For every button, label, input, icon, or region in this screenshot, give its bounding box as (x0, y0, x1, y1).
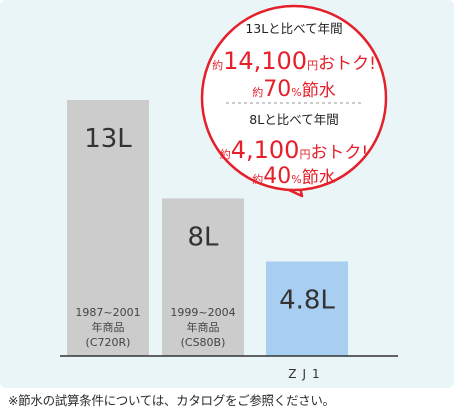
callout-water-value-2: 40 (263, 164, 291, 189)
callout-water-value-1: 70 (263, 77, 291, 102)
footnote: ※節水の試算条件については、カタログをご参照ください。 (8, 393, 335, 408)
bar-caption-1-line-2: 年商品 (92, 320, 125, 334)
callout-savings-line-2: 約4,100円おトク! (220, 136, 369, 164)
callout-water-approx-2: 約 (252, 172, 263, 186)
callout-water-line-2: 約40%節水 (252, 164, 335, 189)
callout-pointer-fill (281, 176, 300, 188)
callout-water-line-1: 約70%節水 (252, 77, 335, 102)
callout-water-suffix-1: 節水 (302, 81, 336, 101)
callout-water-approx-1: 約 (252, 85, 263, 99)
callout-approx-1: 約 (212, 58, 223, 72)
bar-value-label-2: 8L (187, 222, 219, 252)
bar-2 (162, 198, 244, 356)
callout-heading-1: 13Lと比べて年間 (245, 21, 342, 36)
callout-money-suffix-2: おトク! (310, 143, 368, 163)
callout-water-suffix-2: 節水 (302, 168, 336, 188)
bar-1 (67, 100, 149, 356)
callout-bubble (200, 4, 388, 192)
callout-money-value-2: 4,100 (231, 136, 300, 164)
bar-caption-2-line-2: 年商品 (187, 320, 220, 334)
bar-caption-1-line-3: (C720R) (86, 336, 131, 349)
bar-value-label-3: 4.8L (279, 285, 335, 315)
callout-money-unit-2: 円 (299, 148, 310, 161)
bar-caption-1-line-1: 1987~2001 (75, 306, 140, 319)
callout-money-unit-1: 円 (307, 59, 318, 72)
bar-caption-2-line-3: (CS80B) (181, 336, 226, 349)
callout-water-unit-2: % (291, 173, 301, 186)
bar-3 (266, 261, 348, 356)
callout-heading-2: 8Lと比べて年間 (249, 112, 338, 127)
callout-approx-2: 約 (220, 147, 231, 161)
callout-money-suffix-1: おトク! (318, 54, 376, 74)
bar-value-label-1: 13L (84, 124, 132, 154)
callout-money-value-1: 14,100 (223, 47, 307, 75)
product-label-zj1: ZJ1 (288, 367, 325, 381)
callout-water-unit-1: % (291, 86, 301, 99)
callout-savings-line-1: 約14,100円おトク! (212, 47, 376, 75)
bar-caption-2-line-1: 1999~2004 (170, 306, 235, 319)
